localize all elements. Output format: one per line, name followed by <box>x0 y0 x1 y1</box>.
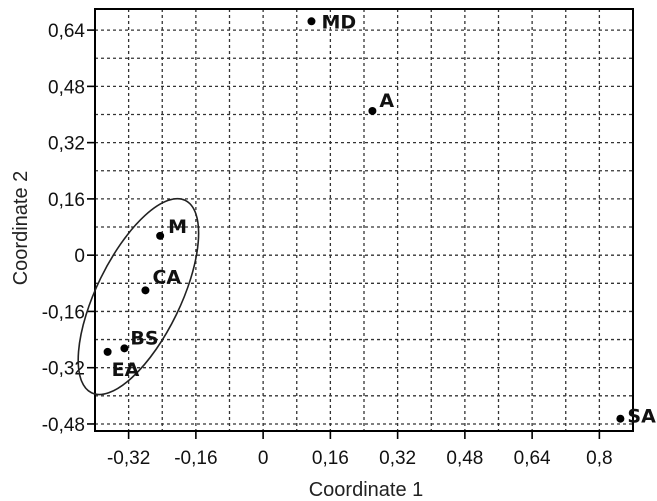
y-tick-label: 0 <box>74 246 85 267</box>
y-tick-label: 0,64 <box>48 21 85 42</box>
data-label-ea: EA <box>112 359 140 381</box>
y-tick-label: -0,16 <box>42 302 85 323</box>
data-label-ca: CA <box>152 266 181 288</box>
cluster-ellipse <box>77 197 200 396</box>
data-label-a: A <box>379 90 394 112</box>
data-point-md <box>307 17 316 26</box>
x-tick-label: -0,32 <box>107 448 150 469</box>
data-point-bs <box>120 344 129 353</box>
x-tick-label: 0 <box>258 448 269 469</box>
annotations <box>77 197 200 396</box>
x-tick-label: 0,32 <box>379 448 416 469</box>
x-tick-label: 0,16 <box>312 448 349 469</box>
x-axis-title: Coordinate 1 <box>309 479 424 501</box>
y-tick-label: 0,32 <box>48 134 85 155</box>
data-point-ea <box>103 347 112 356</box>
data-points: MD A M CA BS EA SA <box>103 11 656 428</box>
y-axis-title: Coordinate 2 <box>10 171 32 286</box>
y-tick-label: -0,48 <box>42 415 85 436</box>
data-point-m <box>156 231 165 240</box>
data-label-md: MD <box>321 11 356 33</box>
data-point-a <box>368 106 377 115</box>
y-tick-label: 0,16 <box>48 190 85 211</box>
y-tick-label: 0,48 <box>48 77 85 98</box>
x-tick-label: -0,16 <box>174 448 217 469</box>
data-point-ca <box>141 286 150 295</box>
data-point-sa <box>616 414 625 423</box>
data-label-sa: SA <box>627 406 656 428</box>
plot-frame <box>94 8 634 432</box>
grid <box>95 9 633 431</box>
x-tick-label: 0,64 <box>514 448 551 469</box>
x-tick-label: 0,8 <box>586 448 612 469</box>
data-label-m: M <box>168 216 187 238</box>
y-tick-label: -0,32 <box>42 359 85 380</box>
data-label-bs: BS <box>130 327 158 349</box>
axes: -0,32 -0,16 0 0,16 0,32 0,48 0,64 0,8 -0,48 -0,32… <box>42 21 613 469</box>
x-tick-label: 0,48 <box>446 448 483 469</box>
